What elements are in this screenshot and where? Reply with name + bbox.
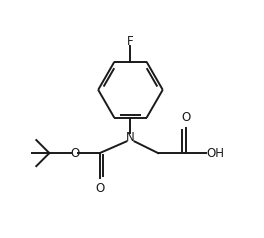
Text: OH: OH <box>207 147 225 160</box>
Text: O: O <box>95 182 104 195</box>
Text: O: O <box>181 111 190 124</box>
Text: N: N <box>126 131 135 144</box>
Text: F: F <box>127 35 134 48</box>
Text: O: O <box>70 147 79 160</box>
